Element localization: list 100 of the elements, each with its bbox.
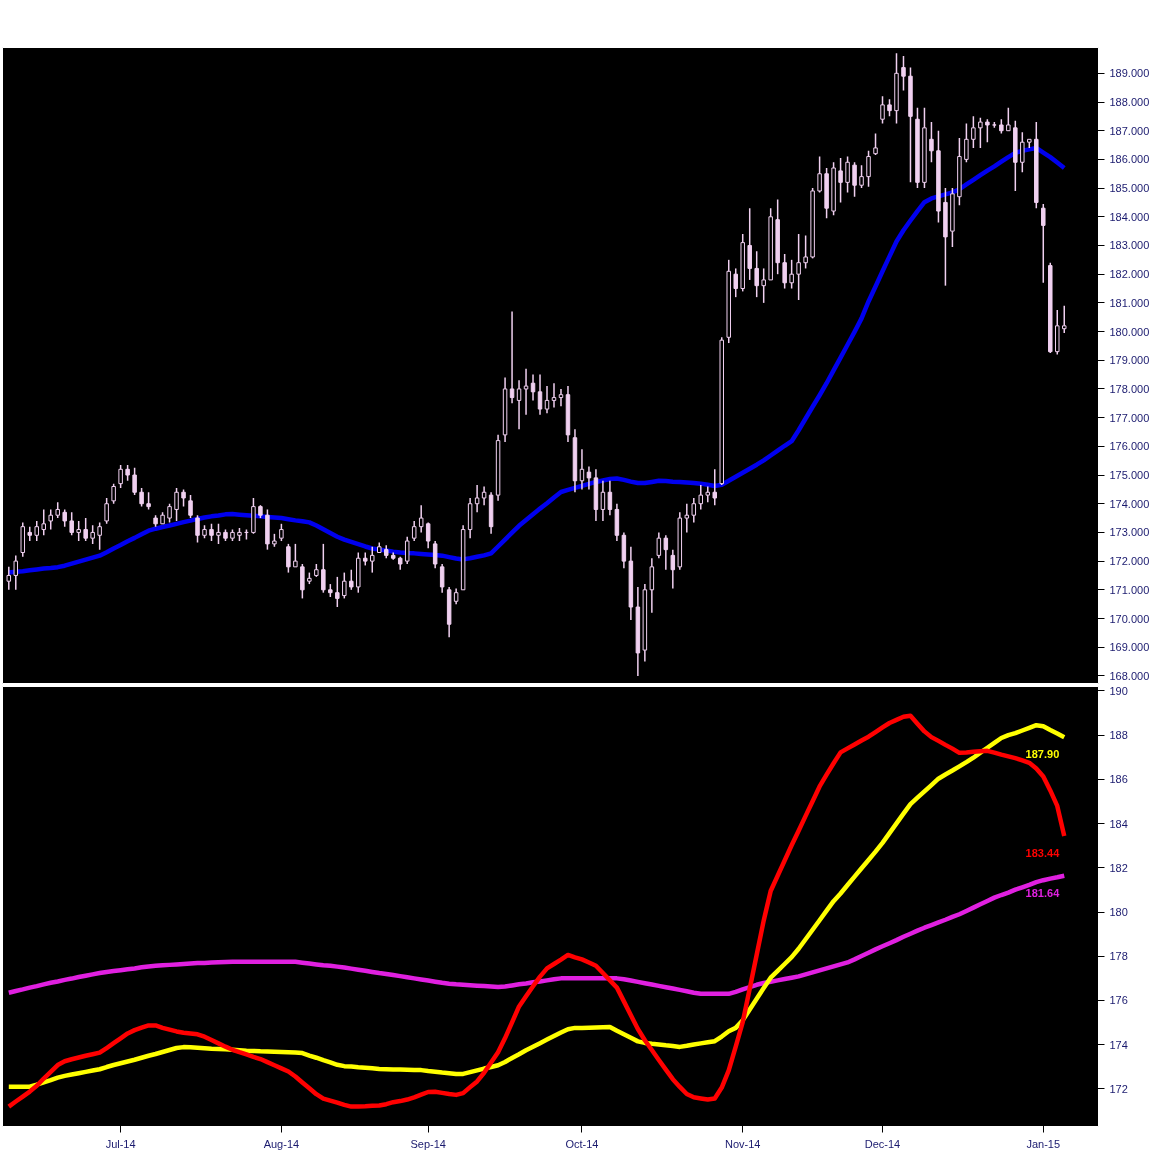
candlestick: [139, 487, 144, 508]
candlestick: [803, 234, 808, 270]
candlestick: [195, 514, 200, 544]
candlestick: [880, 95, 885, 125]
candlestick: [978, 117, 983, 149]
y-tick-label: 180.000: [1109, 325, 1150, 338]
candlestick: [782, 253, 787, 290]
candlestick: [216, 523, 221, 545]
y-tick-label: 170.000: [1109, 612, 1150, 625]
candlestick: [663, 534, 669, 571]
candlestick: [712, 468, 718, 506]
candlestick: [13, 554, 19, 591]
y-tick-label: 175.000: [1109, 469, 1150, 482]
candlestick: [411, 520, 417, 542]
candlestick: [76, 520, 81, 542]
candlestick: [6, 566, 12, 591]
candlestick: [118, 464, 123, 489]
candlestick: [34, 520, 39, 542]
candlestick: [649, 557, 655, 614]
candlestick: [1006, 107, 1011, 132]
candlestick: [985, 118, 990, 143]
candlestick: [544, 385, 550, 415]
candlestick: [286, 543, 291, 574]
candlestick: [670, 548, 676, 590]
x-tick-label: Nov-14: [724, 1137, 761, 1150]
x-tick-label: Jan-15: [1026, 1137, 1061, 1150]
candlestick: [111, 482, 116, 505]
y-tick-label: 177.000: [1109, 411, 1150, 424]
line-series: [6, 873, 1067, 997]
candlestick: [167, 502, 172, 524]
x-tick-label: Jul-14: [105, 1137, 136, 1150]
candlestick: [929, 121, 934, 164]
candlestick: [132, 467, 137, 496]
candlestick: [370, 546, 375, 574]
candlestick: [523, 368, 529, 416]
candlestick: [474, 484, 480, 514]
candlestick: [293, 543, 298, 568]
candlestick: [1041, 203, 1046, 284]
candlestick: [684, 502, 690, 534]
candlestick: [656, 531, 662, 559]
candlestick: [747, 207, 752, 281]
candlestick: [789, 259, 794, 290]
candlestick: [761, 267, 766, 304]
y-tick-label: 184.000: [1109, 210, 1150, 223]
candlestick: [97, 521, 102, 551]
candlestick: [342, 571, 347, 600]
x-tick-label: Oct-14: [565, 1137, 599, 1150]
candlestick: [188, 494, 193, 519]
y-tick-label: 189.000: [1109, 67, 1150, 80]
y-tick-label: 172.000: [1109, 555, 1150, 568]
data-label: 183.44: [1025, 846, 1061, 859]
candlestick: [404, 535, 410, 565]
y-tick-label: 188: [1109, 729, 1128, 742]
candlestick: [873, 132, 878, 156]
y-tick-label: 182.000: [1109, 268, 1150, 281]
y-tick-label: 181.000: [1109, 296, 1150, 309]
candlestick: [733, 267, 738, 298]
y-tick-label: 176: [1109, 994, 1128, 1007]
candlestick: [509, 310, 515, 405]
candlestick: [852, 161, 857, 198]
candlestick: [705, 485, 711, 504]
candlestick: [27, 525, 33, 542]
candlestick: [174, 487, 179, 522]
candlestick: [432, 540, 438, 570]
candlestick: [551, 382, 557, 409]
candlestick: [1020, 131, 1025, 174]
y-tick-label: 178: [1109, 950, 1128, 963]
candlestick: [964, 122, 969, 164]
candlestick: [971, 115, 976, 149]
y-tick-label: 180: [1109, 906, 1128, 919]
candlestick: [439, 563, 445, 594]
candlestick: [817, 155, 822, 194]
x-tick-label: Aug-14: [263, 1137, 300, 1150]
candlestick: [83, 517, 88, 542]
candlestick: [516, 379, 522, 430]
candlestick: [754, 250, 759, 298]
y-tick-label: 176.000: [1109, 440, 1150, 453]
candlestick: [335, 576, 340, 608]
candlestick: [48, 508, 53, 531]
candlestick: [558, 388, 564, 407]
y-tick-label: 185.000: [1109, 182, 1150, 195]
candlestick: [698, 484, 704, 511]
candlestick: [691, 497, 697, 524]
candlestick: [845, 155, 850, 194]
candlestick: [796, 233, 801, 301]
y-tick-label: 188.000: [1109, 96, 1150, 109]
y-tick-label: 183.000: [1109, 239, 1150, 252]
candlestick: [418, 504, 424, 534]
candlestick: [481, 485, 487, 506]
x-tick-label: Sep-14: [410, 1137, 446, 1150]
candlestick: [104, 497, 109, 525]
candlestick: [425, 521, 431, 549]
candlestick: [90, 524, 95, 545]
y-tick-label: 173.000: [1109, 526, 1150, 539]
candlestick: [69, 511, 74, 537]
candlestick: [901, 55, 906, 92]
y-tick-label: 168.000: [1109, 669, 1150, 682]
y-tick-label: 182: [1109, 861, 1128, 874]
candlestick: [859, 164, 864, 189]
candlestick: [586, 465, 592, 491]
